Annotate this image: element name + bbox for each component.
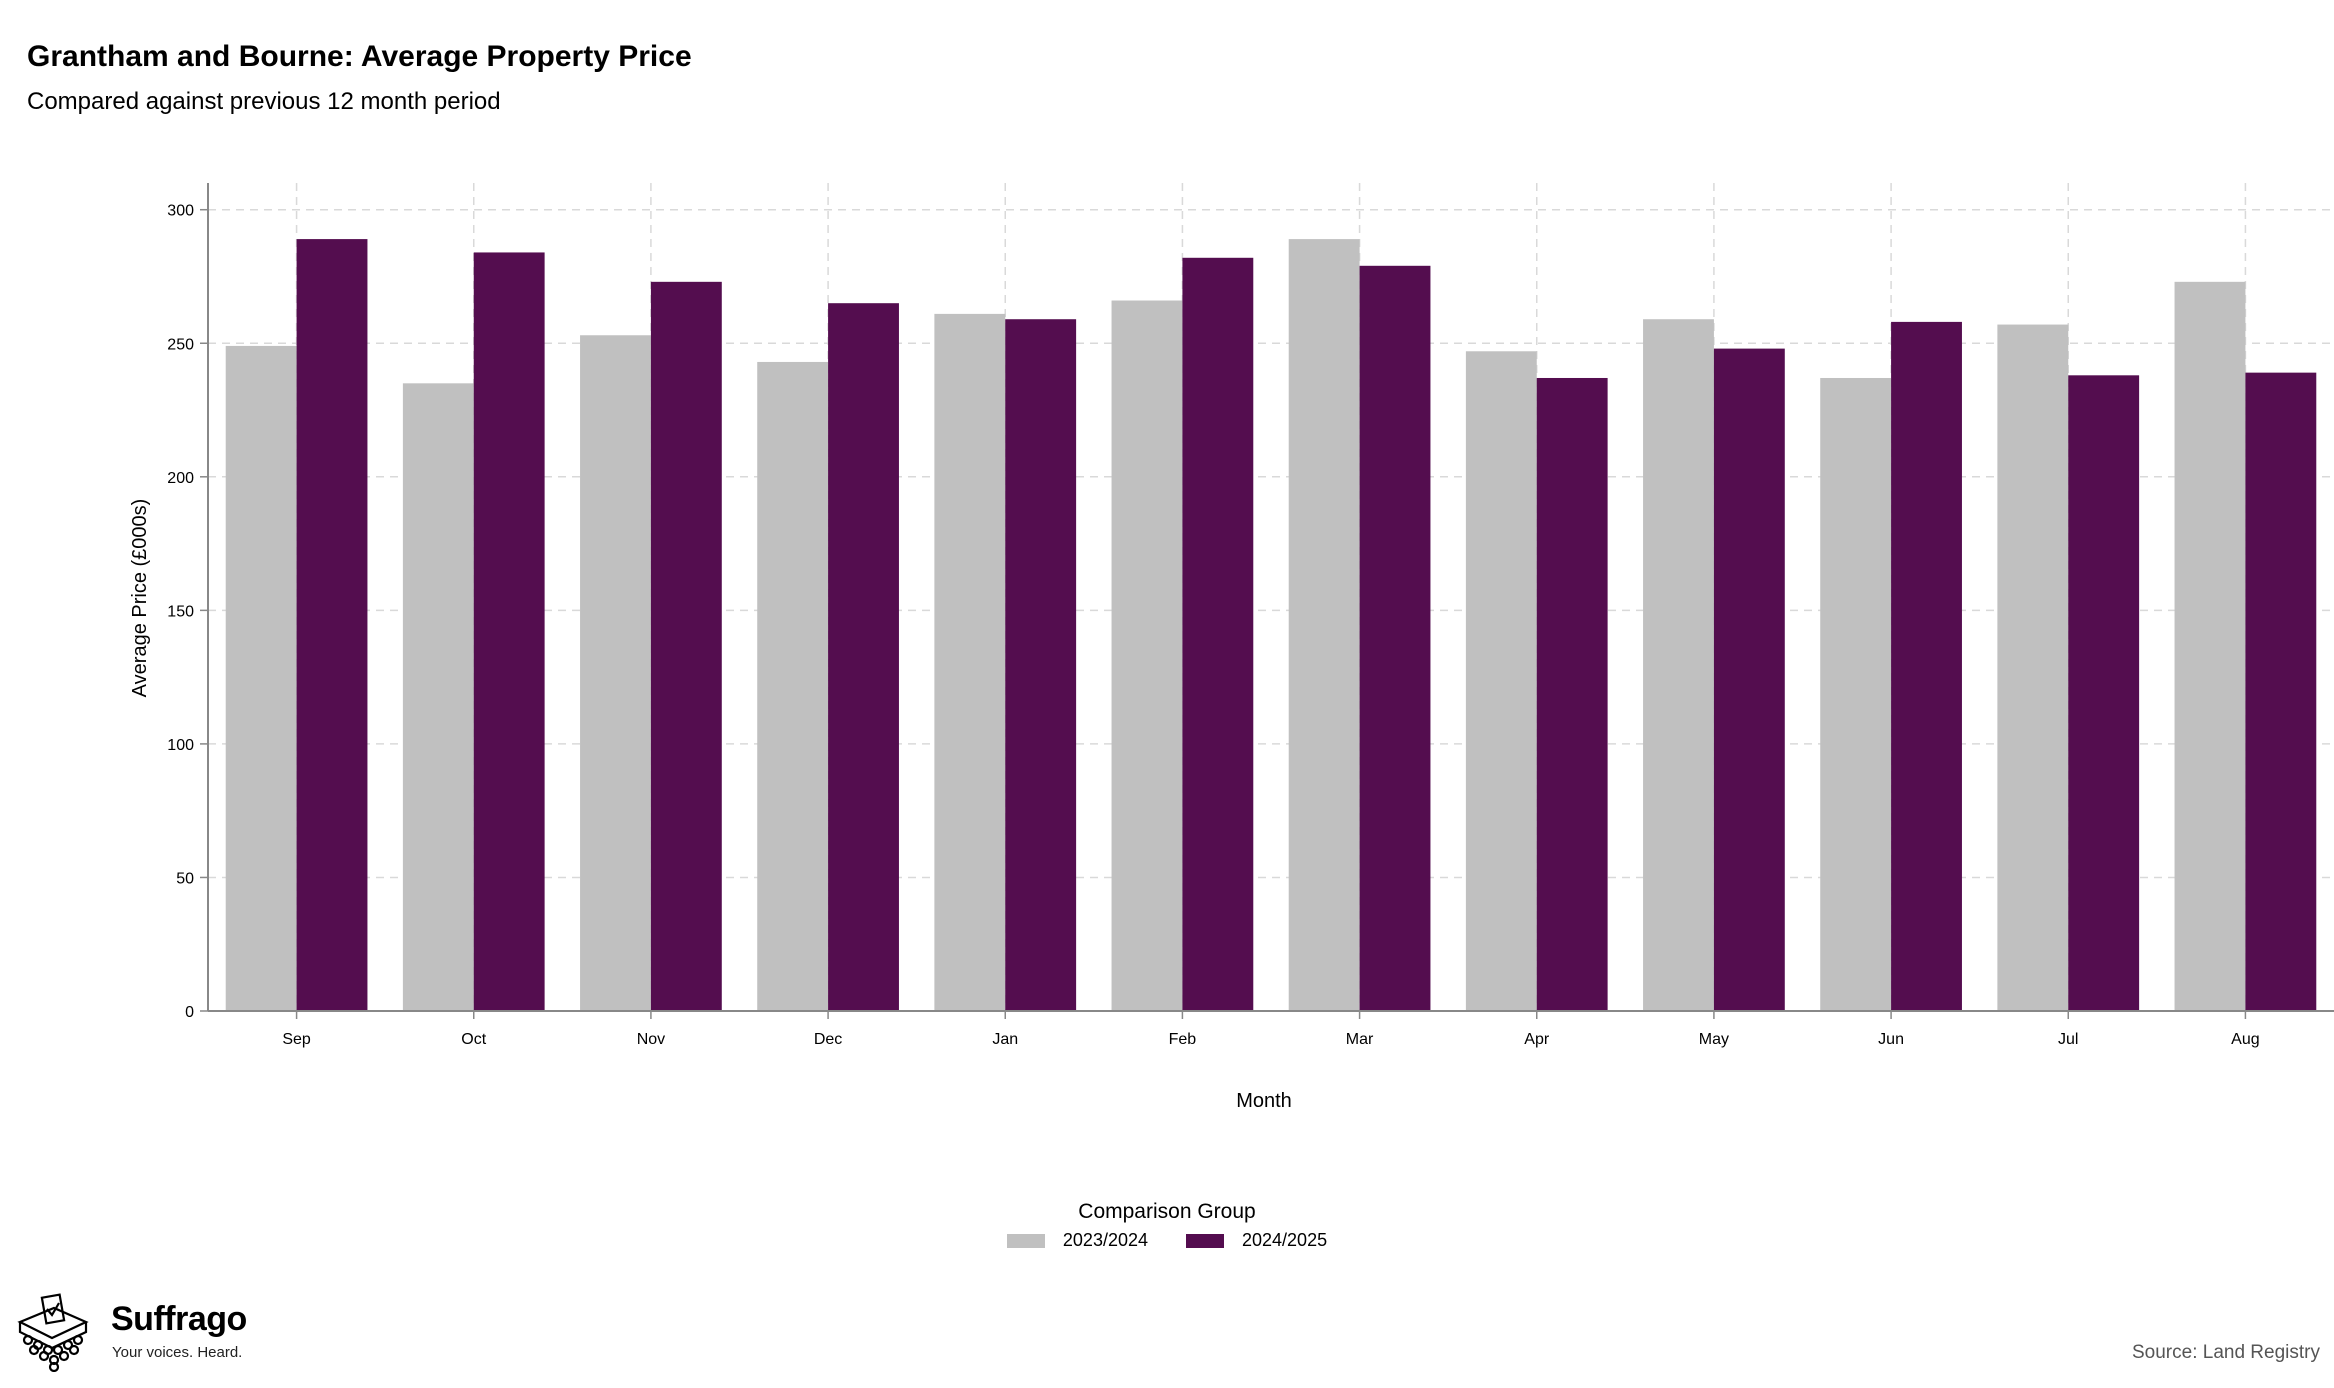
bar-2023-2024-oct	[402, 383, 474, 1011]
bar-2024-2025-nov	[650, 281, 722, 1011]
bar-2023-2024-sep	[225, 345, 297, 1011]
x-tick-label: Sep	[282, 1031, 311, 1048]
bar-2024-2025-may	[1713, 348, 1785, 1012]
y-tick-label: 200	[167, 470, 194, 487]
suffrago-logo: Suffrago Your voices. Heard.	[14, 1292, 254, 1372]
y-tick-label: 300	[167, 203, 194, 220]
x-tick-label: Jun	[1878, 1031, 1904, 1048]
bar-2023-2024-jun	[1820, 377, 1892, 1011]
y-tick-label: 50	[176, 870, 194, 887]
ballot-box-icon	[17, 1293, 89, 1372]
bar-2024-2025-oct	[473, 252, 545, 1011]
bar-2023-2024-feb	[1111, 300, 1183, 1011]
axes: 0 50 100 150 200 250 300 Sep Oct Nov Dec Jan Feb Mar A…	[167, 183, 2334, 1048]
logo-tagline: Your voices. Heard.	[112, 1344, 243, 1361]
chart-title: Grantham and Bourne: Average Property Pr…	[27, 40, 692, 73]
bar-2023-2024-mar	[1288, 239, 1360, 1011]
x-tick-label: Aug	[2231, 1031, 2259, 1048]
legend-item-2023-2024: 2023/2024	[1006, 1230, 1148, 1251]
bar-2024-2025-apr	[1536, 377, 1608, 1011]
bar-2023-2024-dec	[757, 361, 829, 1011]
bar-2023-2024-nov	[580, 335, 651, 1012]
chart-subtitle: Compared against previous 12 month perio…	[27, 88, 501, 115]
bar-2024-2025-mar	[1359, 265, 1431, 1011]
y-tick-label: 250	[167, 336, 194, 353]
bar-2023-2024-aug	[2174, 281, 2246, 1011]
x-tick-label: Feb	[1169, 1031, 1197, 1048]
x-tick-label: May	[1699, 1031, 1729, 1048]
legend-label-2023-2024: 2023/2024	[1062, 1230, 1148, 1250]
legend: Comparison Group 2023/2024 2024/2025	[0, 1200, 2334, 1253]
legend-swatch-2023-2024	[1006, 1233, 1045, 1248]
bar-2024-2025-dec	[828, 303, 899, 1011]
x-tick-label: Oct	[461, 1031, 486, 1048]
y-axis-title: Average Price (£000s)	[129, 499, 151, 698]
bar-2023-2024-may	[1643, 319, 1714, 1011]
x-tick-label: Mar	[1346, 1031, 1374, 1048]
logo-name: Suffrago	[111, 1300, 247, 1338]
legend-swatch-2024-2025	[1186, 1233, 1224, 1248]
x-axis-title: Month	[1236, 1090, 1292, 1112]
source-note: Source: Land Registry	[2132, 1342, 2320, 1363]
bar-2024-2025-jan	[1005, 319, 1077, 1011]
x-tick-label: Dec	[814, 1031, 842, 1048]
legend-label-2024-2025: 2024/2025	[1242, 1230, 1328, 1250]
x-tick-label: Jul	[2058, 1031, 2078, 1048]
bar-2024-2025-aug	[2245, 372, 2317, 1012]
x-tick-label: Jan	[992, 1031, 1018, 1048]
bar-2024-2025-jun	[1891, 321, 1962, 1011]
y-tick-label: 100	[167, 737, 194, 754]
legend-title: Comparison Group	[1078, 1200, 1256, 1223]
bar-2023-2024-jan	[934, 313, 1006, 1011]
bar-2023-2024-jul	[1997, 324, 2069, 1011]
legend-item-2024-2025: 2024/2025	[1186, 1230, 1327, 1251]
x-tick-label: Apr	[1524, 1031, 1550, 1048]
bar-2024-2025-feb	[1182, 257, 1254, 1011]
x-tick-label: Nov	[637, 1031, 665, 1048]
bar-2024-2025-jul	[2068, 375, 2140, 1011]
bars	[225, 239, 2317, 1012]
y-tick-label: 0	[185, 1004, 194, 1021]
bar-2023-2024-apr	[1465, 351, 1537, 1011]
y-tick-label: 150	[167, 603, 194, 620]
bar-2024-2025-sep	[296, 239, 368, 1011]
